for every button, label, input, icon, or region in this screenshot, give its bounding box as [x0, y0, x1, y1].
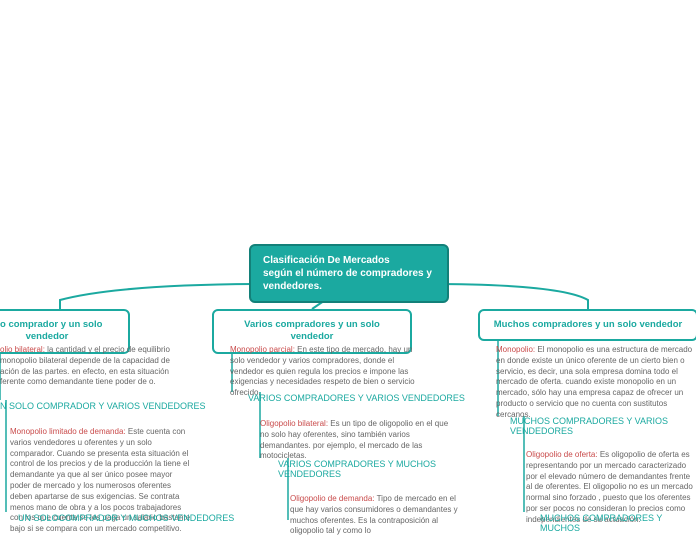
branch-2-body: Monopolio parcial: En este tipo de merca…	[230, 345, 426, 399]
branch-2-sub2-title: VARIOS COMPRADORES Y MUCHOS VENDEDORES	[278, 459, 438, 479]
branch-2-label: Varios compradores y un solo vendedor	[244, 319, 380, 342]
branch-3-sub1-term: Oligopolio de oferta:	[526, 450, 598, 459]
branch-1-label: olo comprador y un solo vendedor	[0, 319, 102, 342]
branch-2-sub1-body: Oligopolio bilateral: Es un tipo de olig…	[260, 419, 452, 462]
root-node: Clasificación De Mercados según el númer…	[249, 244, 449, 303]
branch-2-term: Monopolio parcial:	[230, 345, 295, 354]
branch-3-sub2-title: MUCHOS COMPRADORES Y MUCHOS	[540, 513, 696, 533]
branch-3-text: El monopolio es una estructura de mercad…	[496, 345, 692, 419]
branch-2-sub2-term: Oligopolio de demanda:	[290, 494, 375, 503]
branch-3-sub1-title: MUCHOS COMPRADORES Y VARIOS VENDEDORES	[510, 416, 670, 436]
branch-2-sub2-body: Oligopolio de demanda: Tipo de mercado e…	[290, 494, 470, 537]
branch-3-body: Monopolio: El monopolio es una estructur…	[496, 345, 696, 421]
branch-1-term: olio bilateral:	[0, 345, 45, 354]
branch-3-label: Muchos compradores y un solo vendedor	[494, 319, 682, 330]
branch-1-sub2-title: UN SOLOCOMPRADOR Y MUCHOS VENDEDORES	[18, 513, 234, 523]
branch-3-term: Monopolio:	[496, 345, 535, 354]
branch-1-sub1-title: N SOLO COMPRADOR Y VARIOS VENDEDORES	[0, 401, 206, 411]
branch-1-sub1-term: Monopolio limitado de demanda:	[10, 427, 126, 436]
root-line3: vendedores.	[263, 280, 435, 293]
branch-3: Muchos compradores y un solo vendedor	[478, 309, 696, 341]
branch-2-sub1-term: Oligopolio bilateral:	[260, 419, 328, 428]
root-line1: Clasificación De Mercados	[263, 254, 435, 267]
root-line2: según el número de compradores y	[263, 267, 435, 280]
branch-2-sub1-title: VARIOS COMPRADORES Y VARIOS VENDEDORES	[248, 393, 465, 403]
branch-1-body: olio bilateral: la cantidad y el precio …	[0, 345, 182, 388]
